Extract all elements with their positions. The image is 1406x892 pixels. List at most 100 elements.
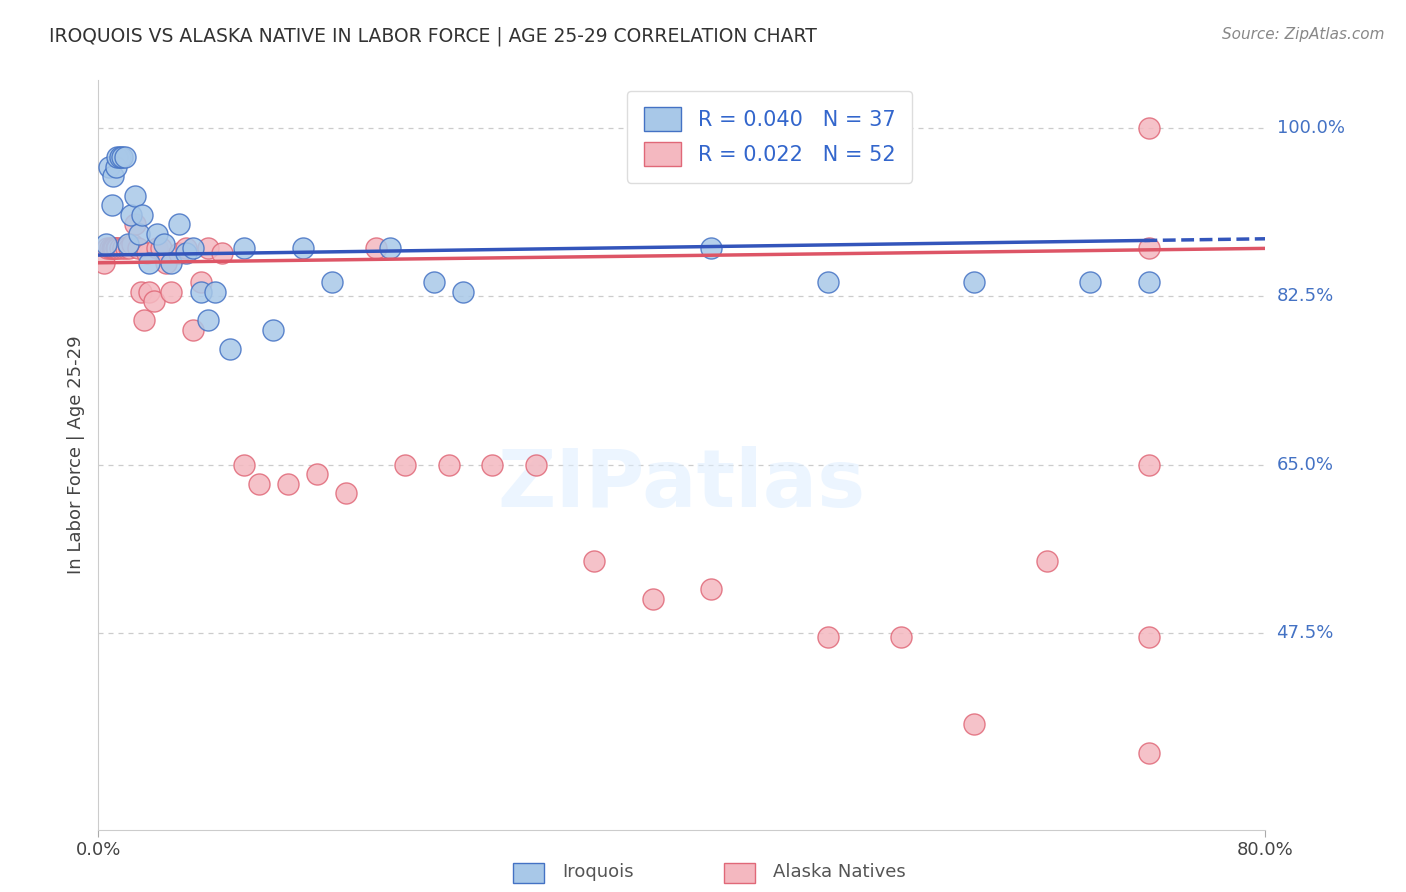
Point	[583, 553, 606, 567]
Point	[103, 241, 125, 255]
Point	[380, 241, 402, 255]
Point	[150, 241, 173, 255]
Point	[524, 458, 547, 472]
Point	[115, 241, 138, 255]
Point	[437, 458, 460, 472]
Point	[181, 323, 204, 337]
Point	[197, 313, 219, 327]
Point	[132, 313, 155, 327]
Point	[128, 227, 150, 241]
Point	[100, 198, 122, 212]
Point	[153, 236, 176, 251]
Point	[138, 256, 160, 270]
Point	[174, 246, 197, 260]
Point	[114, 150, 136, 164]
Point	[1137, 121, 1160, 136]
Point	[321, 275, 343, 289]
Point	[700, 241, 723, 255]
Point	[307, 467, 329, 482]
Point	[197, 241, 219, 255]
Point	[101, 241, 124, 255]
Point	[111, 150, 134, 164]
Text: IROQUOIS VS ALASKA NATIVE IN LABOR FORCE | AGE 25-29 CORRELATION CHART: IROQUOIS VS ALASKA NATIVE IN LABOR FORCE…	[49, 27, 817, 46]
Point	[93, 256, 115, 270]
Point	[233, 458, 256, 472]
Point	[1080, 275, 1102, 289]
Point	[335, 486, 357, 500]
Point	[1035, 553, 1057, 567]
Point	[160, 285, 183, 299]
Point	[100, 241, 122, 255]
Point	[96, 241, 118, 255]
Point	[190, 275, 212, 289]
Point	[204, 285, 226, 299]
Point	[138, 285, 160, 299]
Legend: R = 0.040   N = 37, R = 0.022   N = 52: R = 0.040 N = 37, R = 0.022 N = 52	[627, 91, 912, 183]
Text: Alaska Natives: Alaska Natives	[773, 863, 905, 881]
Point	[131, 208, 153, 222]
Point	[129, 285, 152, 299]
Point	[160, 256, 183, 270]
Point	[817, 631, 839, 645]
Point	[247, 476, 270, 491]
Point	[962, 717, 984, 731]
Point	[118, 241, 141, 255]
Point	[124, 218, 146, 232]
Point	[104, 160, 127, 174]
Point	[181, 241, 204, 255]
Point	[155, 256, 177, 270]
Point	[105, 150, 128, 164]
Text: 47.5%: 47.5%	[1277, 624, 1334, 641]
Point	[262, 323, 284, 337]
Point	[121, 236, 143, 251]
Point	[110, 241, 132, 255]
Point	[1137, 241, 1160, 255]
Point	[1137, 458, 1160, 472]
Point	[962, 275, 984, 289]
Point	[146, 241, 169, 255]
Text: ZIPatlas: ZIPatlas	[498, 446, 866, 524]
Point	[190, 285, 212, 299]
Text: 65.0%: 65.0%	[1277, 456, 1333, 474]
Point	[1137, 631, 1160, 645]
Point	[104, 241, 127, 255]
Point	[101, 169, 124, 184]
Point	[291, 241, 314, 255]
Text: Iroquois: Iroquois	[562, 863, 634, 881]
Point	[167, 246, 190, 260]
Text: Source: ZipAtlas.com: Source: ZipAtlas.com	[1222, 27, 1385, 42]
Point	[700, 582, 723, 597]
Point	[211, 246, 233, 260]
Y-axis label: In Labor Force | Age 25-29: In Labor Force | Age 25-29	[66, 335, 84, 574]
Point	[124, 188, 146, 202]
Point	[94, 236, 117, 251]
Point	[423, 275, 446, 289]
Point	[120, 208, 142, 222]
Point	[112, 241, 135, 255]
Point	[481, 458, 503, 472]
Point	[135, 246, 157, 260]
Point	[1137, 275, 1160, 289]
Point	[277, 476, 299, 491]
Point	[97, 160, 120, 174]
Point	[117, 236, 139, 251]
Point	[364, 241, 387, 255]
Point	[451, 285, 474, 299]
Point	[394, 458, 416, 472]
Point	[218, 343, 240, 357]
Point	[127, 241, 149, 255]
Point	[146, 227, 169, 241]
Point	[1137, 746, 1160, 760]
Point	[110, 150, 132, 164]
Point	[890, 631, 912, 645]
Point	[142, 294, 165, 309]
Text: 100.0%: 100.0%	[1277, 120, 1344, 137]
Point	[817, 275, 839, 289]
Point	[105, 241, 128, 255]
Point	[641, 592, 664, 607]
Point	[167, 218, 190, 232]
Point	[174, 241, 197, 255]
Text: 82.5%: 82.5%	[1277, 287, 1334, 305]
Point	[233, 241, 256, 255]
Point	[98, 241, 121, 255]
